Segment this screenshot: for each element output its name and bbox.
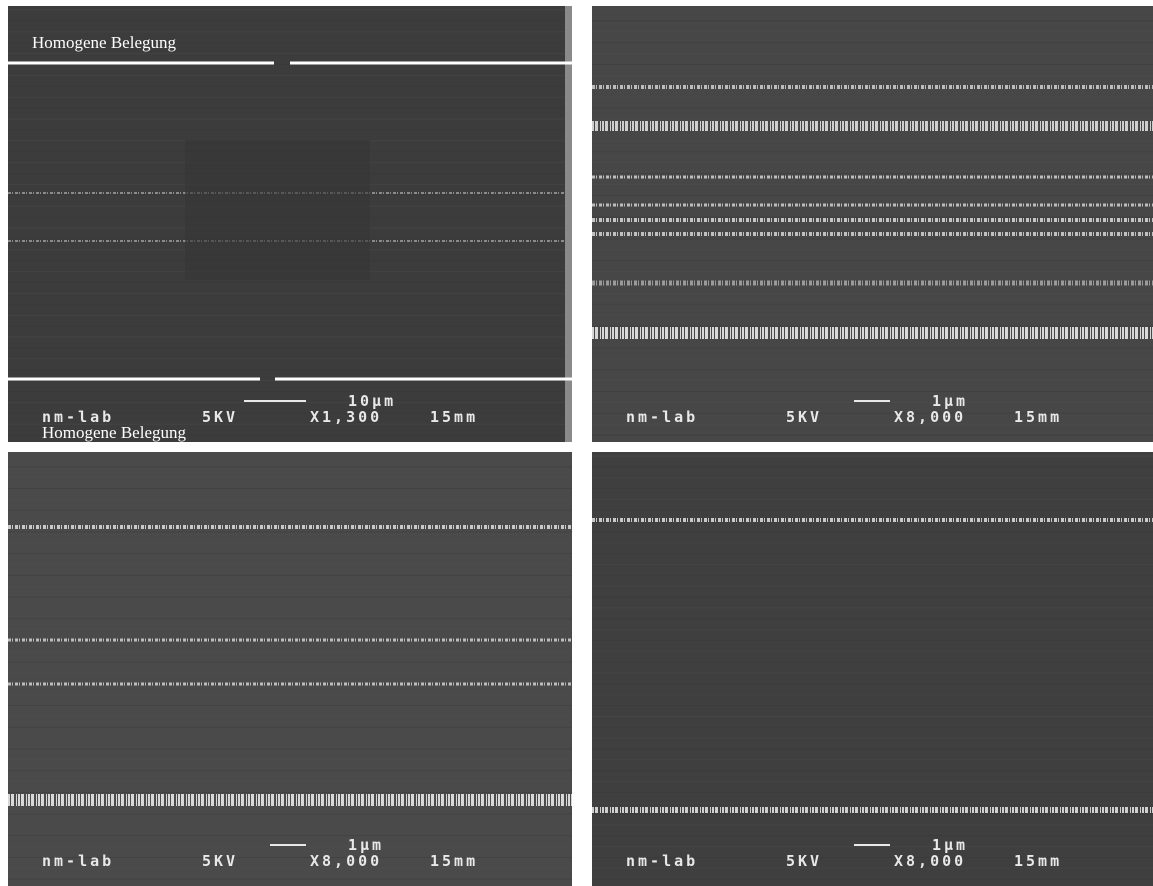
lab-label: nm-lab (626, 408, 698, 426)
magnification-label: X8,000 (310, 852, 382, 870)
distance-label: 15mm (430, 852, 478, 870)
scale-label: 10µm (348, 392, 396, 410)
voltage-label: 5KV (202, 408, 238, 426)
micrograph-background (592, 452, 1153, 886)
micrograph: 1µm nm-lab 5KV X8,000 15mm (592, 452, 1153, 886)
magnification-label: X1,300 (310, 408, 382, 426)
distance-label: 15mm (1014, 408, 1062, 426)
voltage-label: 5KV (786, 852, 822, 870)
voltage-label: 5KV (786, 408, 822, 426)
magnification-label: X8,000 (894, 408, 966, 426)
micrograph-background (592, 6, 1153, 442)
lab-label: nm-lab (42, 408, 114, 426)
micrograph-background (8, 452, 572, 886)
lab-label: nm-lab (42, 852, 114, 870)
caption: Homogene Belegung (42, 423, 186, 442)
distance-label: 15mm (1014, 852, 1062, 870)
micrograph: Homogene Belegung Homogene Belegung 10µm nm… (8, 6, 572, 442)
magnification-label: X8,000 (894, 852, 966, 870)
distance-label: 15mm (430, 408, 478, 426)
shaded-area (185, 140, 370, 280)
scale-label: 1µm (932, 392, 968, 410)
edge-strip (565, 6, 572, 442)
scale-label: 1µm (932, 836, 968, 854)
caption: Homogene Belegung (32, 33, 176, 52)
micrograph: 1µm nm-lab 5KV X8,000 15mm (592, 6, 1153, 442)
voltage-label: 5KV (202, 852, 238, 870)
scale-label: 1µm (348, 836, 384, 854)
lab-label: nm-lab (626, 852, 698, 870)
micrograph: 1µm nm-lab 5KV X8,000 15mm (8, 452, 572, 886)
